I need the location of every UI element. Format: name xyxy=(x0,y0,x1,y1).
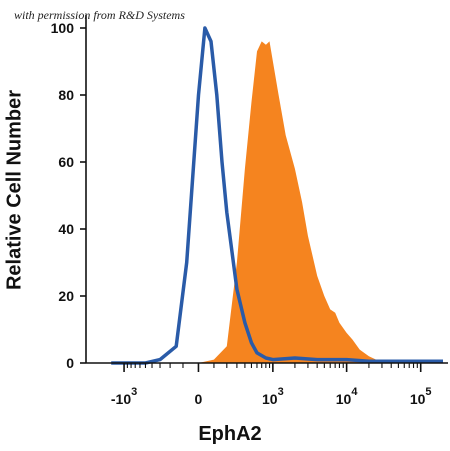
y-tick-label: 40 xyxy=(58,221,74,237)
y-tick-label: 80 xyxy=(58,87,74,103)
x-tick-label: 0 xyxy=(195,391,203,407)
watermark-text: with permission from R&D Systems xyxy=(14,8,185,22)
y-axis-label: Relative Cell Number xyxy=(3,89,26,291)
x-tick-label: -103 xyxy=(111,386,137,407)
x-tick-label: 104 xyxy=(336,386,359,407)
y-axis-label-wrap: Relative Cell Number xyxy=(3,50,27,330)
x-axis-label: EphA2 xyxy=(198,423,262,445)
series-0-area xyxy=(170,41,392,364)
x-tick-label: 105 xyxy=(410,386,432,407)
y-tick-label: 20 xyxy=(58,288,74,304)
y-axis-ticks: 0 20 40 60 80 100 xyxy=(51,20,86,371)
y-tick-label: 60 xyxy=(58,154,74,170)
x-axis-ticks: -103 0 103 104 105 xyxy=(111,363,432,407)
x-tick-label: 103 xyxy=(262,386,284,407)
series-layer xyxy=(111,26,443,365)
series-1-line xyxy=(111,26,443,365)
y-tick-label: 100 xyxy=(51,20,75,36)
y-tick-label: 0 xyxy=(66,355,74,371)
